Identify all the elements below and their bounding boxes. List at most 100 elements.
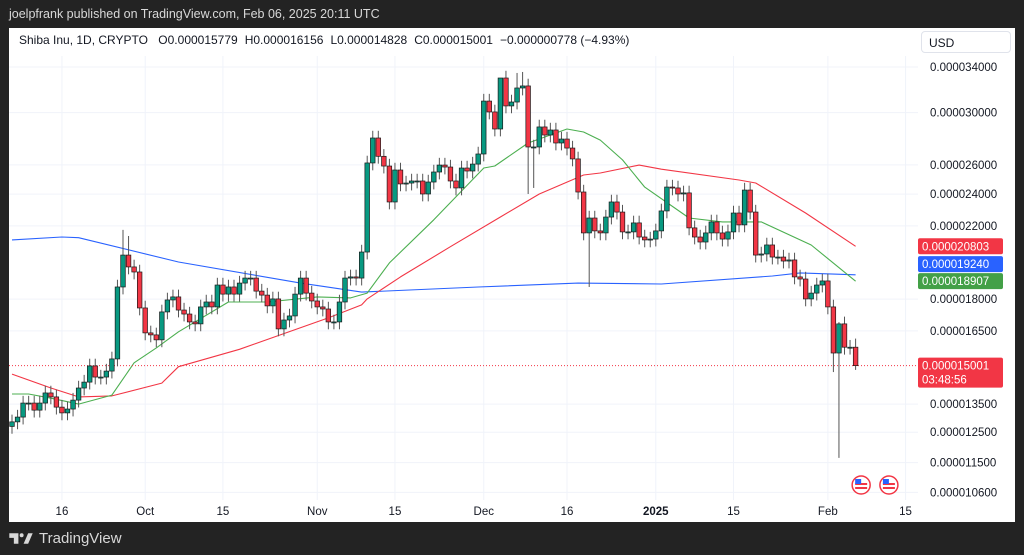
candle-body[interactable] bbox=[181, 309, 187, 315]
candle-body[interactable] bbox=[420, 180, 426, 195]
candle-body[interactable] bbox=[653, 230, 659, 240]
candle-body[interactable] bbox=[630, 222, 637, 233]
candle-body[interactable] bbox=[575, 158, 581, 193]
candle-body[interactable] bbox=[442, 164, 448, 168]
candle-body[interactable] bbox=[503, 77, 509, 107]
candle-body[interactable] bbox=[553, 129, 559, 144]
candle-body[interactable] bbox=[708, 221, 714, 234]
candle-body[interactable] bbox=[658, 210, 664, 232]
candle-body[interactable] bbox=[103, 370, 110, 378]
candle-body[interactable] bbox=[9, 421, 15, 427]
candle-body[interactable] bbox=[769, 244, 775, 258]
candle-body[interactable] bbox=[497, 77, 504, 130]
candle-body[interactable] bbox=[531, 146, 537, 149]
candle-body[interactable] bbox=[281, 319, 287, 330]
candle-body[interactable] bbox=[619, 211, 626, 233]
candle-body[interactable] bbox=[758, 253, 764, 256]
candle-body[interactable] bbox=[525, 85, 531, 148]
candle-body[interactable] bbox=[764, 244, 770, 255]
candle-body[interactable] bbox=[603, 216, 609, 234]
candle-body[interactable] bbox=[714, 221, 720, 234]
candle-body[interactable] bbox=[747, 189, 753, 213]
candle-body[interactable] bbox=[242, 277, 248, 284]
candle-body[interactable] bbox=[375, 137, 381, 157]
candle-body[interactable] bbox=[814, 284, 820, 294]
candle-body[interactable] bbox=[519, 85, 526, 89]
candle-body[interactable] bbox=[608, 201, 615, 218]
candle-body[interactable] bbox=[203, 301, 209, 308]
candle-body[interactable] bbox=[592, 217, 598, 232]
candle-body[interactable] bbox=[686, 192, 692, 229]
candle-body[interactable] bbox=[675, 187, 681, 195]
candle-body[interactable] bbox=[148, 332, 154, 336]
candle-body[interactable] bbox=[408, 180, 415, 184]
candle-body[interactable] bbox=[125, 254, 132, 268]
candle-body[interactable] bbox=[425, 181, 431, 195]
candle-body[interactable] bbox=[381, 155, 387, 167]
candle-body[interactable] bbox=[636, 222, 642, 238]
candle-body[interactable] bbox=[736, 212, 742, 226]
candle-body[interactable] bbox=[14, 416, 21, 423]
candle-body[interactable] bbox=[780, 256, 787, 262]
candle-body[interactable] bbox=[31, 402, 37, 411]
candle-body[interactable] bbox=[564, 138, 570, 149]
candle-body[interactable] bbox=[170, 296, 176, 301]
candle-body[interactable] bbox=[753, 211, 759, 256]
candle-body[interactable] bbox=[414, 180, 420, 183]
candle-body[interactable] bbox=[808, 292, 814, 300]
candle-body[interactable] bbox=[730, 212, 737, 233]
candle-body[interactable] bbox=[786, 259, 792, 262]
candle-body[interactable] bbox=[87, 365, 93, 383]
candle-body[interactable] bbox=[325, 308, 331, 323]
candle-body[interactable] bbox=[59, 406, 65, 414]
candle-body[interactable] bbox=[703, 232, 709, 243]
candle-body[interactable] bbox=[186, 313, 193, 323]
candle-body[interactable] bbox=[303, 277, 309, 294]
candle-body[interactable] bbox=[297, 277, 304, 295]
candle-body[interactable] bbox=[492, 111, 498, 130]
candle-body[interactable] bbox=[431, 171, 437, 183]
candle-body[interactable] bbox=[353, 276, 359, 279]
candle-body[interactable] bbox=[347, 276, 354, 279]
candle-body[interactable] bbox=[453, 180, 459, 189]
candle-body[interactable] bbox=[819, 280, 825, 286]
candle-body[interactable] bbox=[164, 299, 171, 313]
candle-body[interactable] bbox=[98, 376, 104, 379]
symbol-name[interactable]: Shiba Inu, 1D, CRYPTO bbox=[19, 33, 148, 47]
candle-body[interactable] bbox=[37, 402, 43, 411]
candle-body[interactable] bbox=[464, 167, 470, 172]
candle-body[interactable] bbox=[42, 392, 48, 404]
candle-body[interactable] bbox=[386, 165, 393, 203]
candle-body[interactable] bbox=[586, 217, 592, 234]
candle-body[interactable] bbox=[825, 280, 831, 308]
candle-body[interactable] bbox=[664, 186, 670, 212]
candle-body[interactable] bbox=[642, 236, 648, 241]
candle-body[interactable] bbox=[309, 292, 315, 302]
candle-body[interactable] bbox=[336, 301, 343, 323]
candle-body[interactable] bbox=[253, 277, 259, 292]
candle-body[interactable] bbox=[569, 147, 576, 160]
candle-body[interactable] bbox=[359, 251, 365, 279]
candle-body[interactable] bbox=[580, 191, 587, 234]
candle-body[interactable] bbox=[697, 236, 703, 243]
candle-body[interactable] bbox=[447, 166, 454, 182]
candle-body[interactable] bbox=[81, 381, 87, 389]
candle-body[interactable] bbox=[830, 306, 837, 354]
candle-body[interactable] bbox=[802, 278, 809, 300]
candle-body[interactable] bbox=[841, 323, 848, 348]
candle-body[interactable] bbox=[536, 126, 542, 148]
candle-body[interactable] bbox=[120, 254, 126, 288]
candle-body[interactable] bbox=[236, 282, 243, 295]
candle-body[interactable] bbox=[669, 186, 676, 189]
candle-body[interactable] bbox=[691, 227, 698, 238]
candle-body[interactable] bbox=[214, 284, 221, 308]
candle-body[interactable] bbox=[53, 396, 60, 408]
candle-body[interactable] bbox=[131, 266, 137, 273]
candle-body[interactable] bbox=[436, 164, 442, 173]
footer-brand[interactable]: TradingView bbox=[9, 530, 122, 547]
candle-body[interactable] bbox=[397, 169, 404, 185]
currency-button[interactable]: USD bbox=[921, 31, 1011, 53]
candle-body[interactable] bbox=[286, 315, 293, 321]
candle-body[interactable] bbox=[597, 230, 603, 234]
